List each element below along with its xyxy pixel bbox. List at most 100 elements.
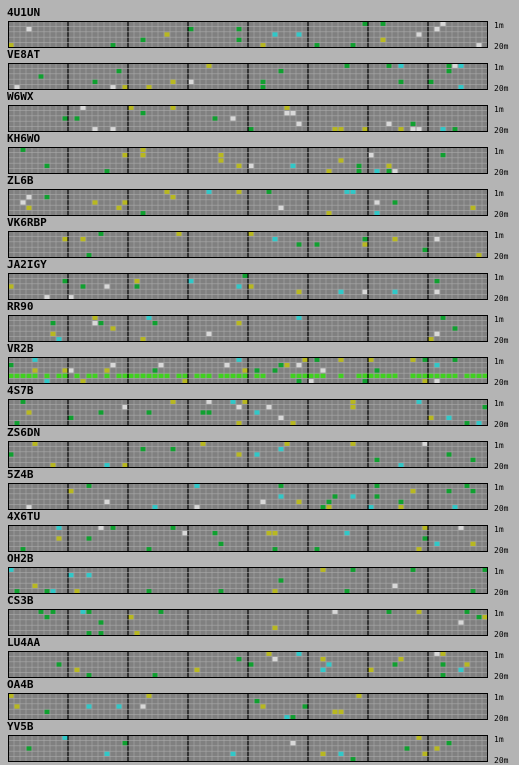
signal-cell [8, 284, 14, 289]
signal-cell [122, 740, 128, 746]
signal-cell [188, 278, 194, 284]
band-time-grid [8, 357, 488, 384]
signal-cell [470, 205, 476, 211]
signal-cell [320, 373, 326, 379]
signal-cell [440, 373, 446, 379]
band-label-bottom: 20m [494, 714, 509, 723]
signal-cell [26, 746, 32, 751]
signal-cell [152, 320, 158, 326]
station-callsign: 4X6TU [7, 510, 41, 523]
signal-cell [8, 43, 14, 48]
station-row: 4X6TU 1m 20m [0, 510, 519, 555]
signal-cell [236, 284, 242, 289]
signal-cell [86, 609, 92, 614]
signal-cell [236, 37, 242, 43]
signal-cell [92, 373, 98, 379]
signal-cell [386, 609, 392, 614]
signal-cell [320, 505, 326, 510]
band-label-bottom: 20m [494, 546, 509, 555]
signal-cell [416, 32, 422, 37]
signal-cell [170, 79, 176, 85]
signal-cell [482, 373, 488, 379]
signal-cell [230, 373, 236, 379]
signal-cell [440, 315, 446, 320]
signal-cell [434, 26, 440, 32]
band-label-top: 1m [494, 273, 504, 282]
band-time-grid [8, 525, 488, 552]
signal-cell [428, 79, 434, 85]
signal-cell [344, 530, 350, 536]
station-callsign: JA2IGY [7, 258, 47, 271]
signal-cell [146, 373, 152, 379]
signal-cell [140, 37, 146, 43]
signal-cell [164, 373, 170, 379]
signal-cell [164, 32, 170, 37]
signal-cell [434, 746, 440, 751]
signal-cell [350, 43, 356, 48]
signal-cell [476, 373, 482, 379]
signal-cell [452, 63, 458, 68]
band-label-bottom: 20m [494, 504, 509, 513]
signal-cell [68, 368, 74, 373]
signal-cell [254, 410, 260, 415]
signal-cell [134, 278, 140, 284]
station-row: 4S7B 1m 20m [0, 384, 519, 429]
signal-cell [452, 373, 458, 379]
signal-cell [422, 441, 428, 446]
signal-cell [68, 488, 74, 494]
signal-cell [92, 320, 98, 326]
signal-cell [32, 357, 38, 362]
signal-cell [476, 253, 482, 258]
signal-cell [422, 357, 428, 362]
signal-cell [338, 289, 344, 295]
signal-cell [470, 541, 476, 547]
band-label-top: 1m [494, 441, 504, 450]
station-callsign: VR2B [7, 342, 34, 355]
signal-cell [398, 505, 404, 510]
signal-cell [170, 525, 176, 530]
signal-cell [380, 37, 386, 43]
signal-cell [224, 362, 230, 368]
station-row: RR90 1m 20m [0, 300, 519, 345]
signal-cell [320, 368, 326, 373]
signal-cell [188, 79, 194, 85]
signal-cell [350, 189, 356, 194]
signal-cell [110, 43, 116, 48]
signal-cell [26, 205, 32, 211]
signal-cell [20, 547, 26, 552]
signal-cell [302, 373, 308, 379]
signal-cell [14, 373, 20, 379]
signal-cell [272, 368, 278, 373]
signal-cell [434, 331, 440, 337]
signal-cell [260, 43, 266, 48]
signal-cell [110, 326, 116, 331]
signal-cell [92, 79, 98, 85]
signal-cell [290, 740, 296, 746]
signal-cell [446, 68, 452, 74]
signal-cell [8, 452, 14, 457]
signal-cell [284, 110, 290, 116]
signal-cell [338, 127, 344, 132]
signal-cell [428, 337, 434, 342]
signal-cell [278, 68, 284, 74]
signal-cell [446, 740, 452, 746]
signal-cell [116, 704, 122, 709]
signal-cell [350, 494, 356, 499]
signal-cell [188, 26, 194, 32]
signal-cell [242, 373, 248, 379]
signal-cell [122, 404, 128, 410]
signal-cell [446, 415, 452, 421]
signal-cell [176, 231, 182, 236]
band-label-bottom: 20m [494, 168, 509, 177]
signal-cell [14, 85, 20, 90]
signal-cell [44, 614, 50, 620]
signal-cell [278, 362, 284, 368]
signal-cell [458, 525, 464, 530]
signal-cell [140, 446, 146, 452]
signal-cell [74, 116, 80, 121]
signal-cell [362, 289, 368, 295]
signal-cell [344, 589, 350, 594]
signal-cell [260, 79, 266, 85]
signal-cell [434, 236, 440, 242]
signal-cell [140, 110, 146, 116]
